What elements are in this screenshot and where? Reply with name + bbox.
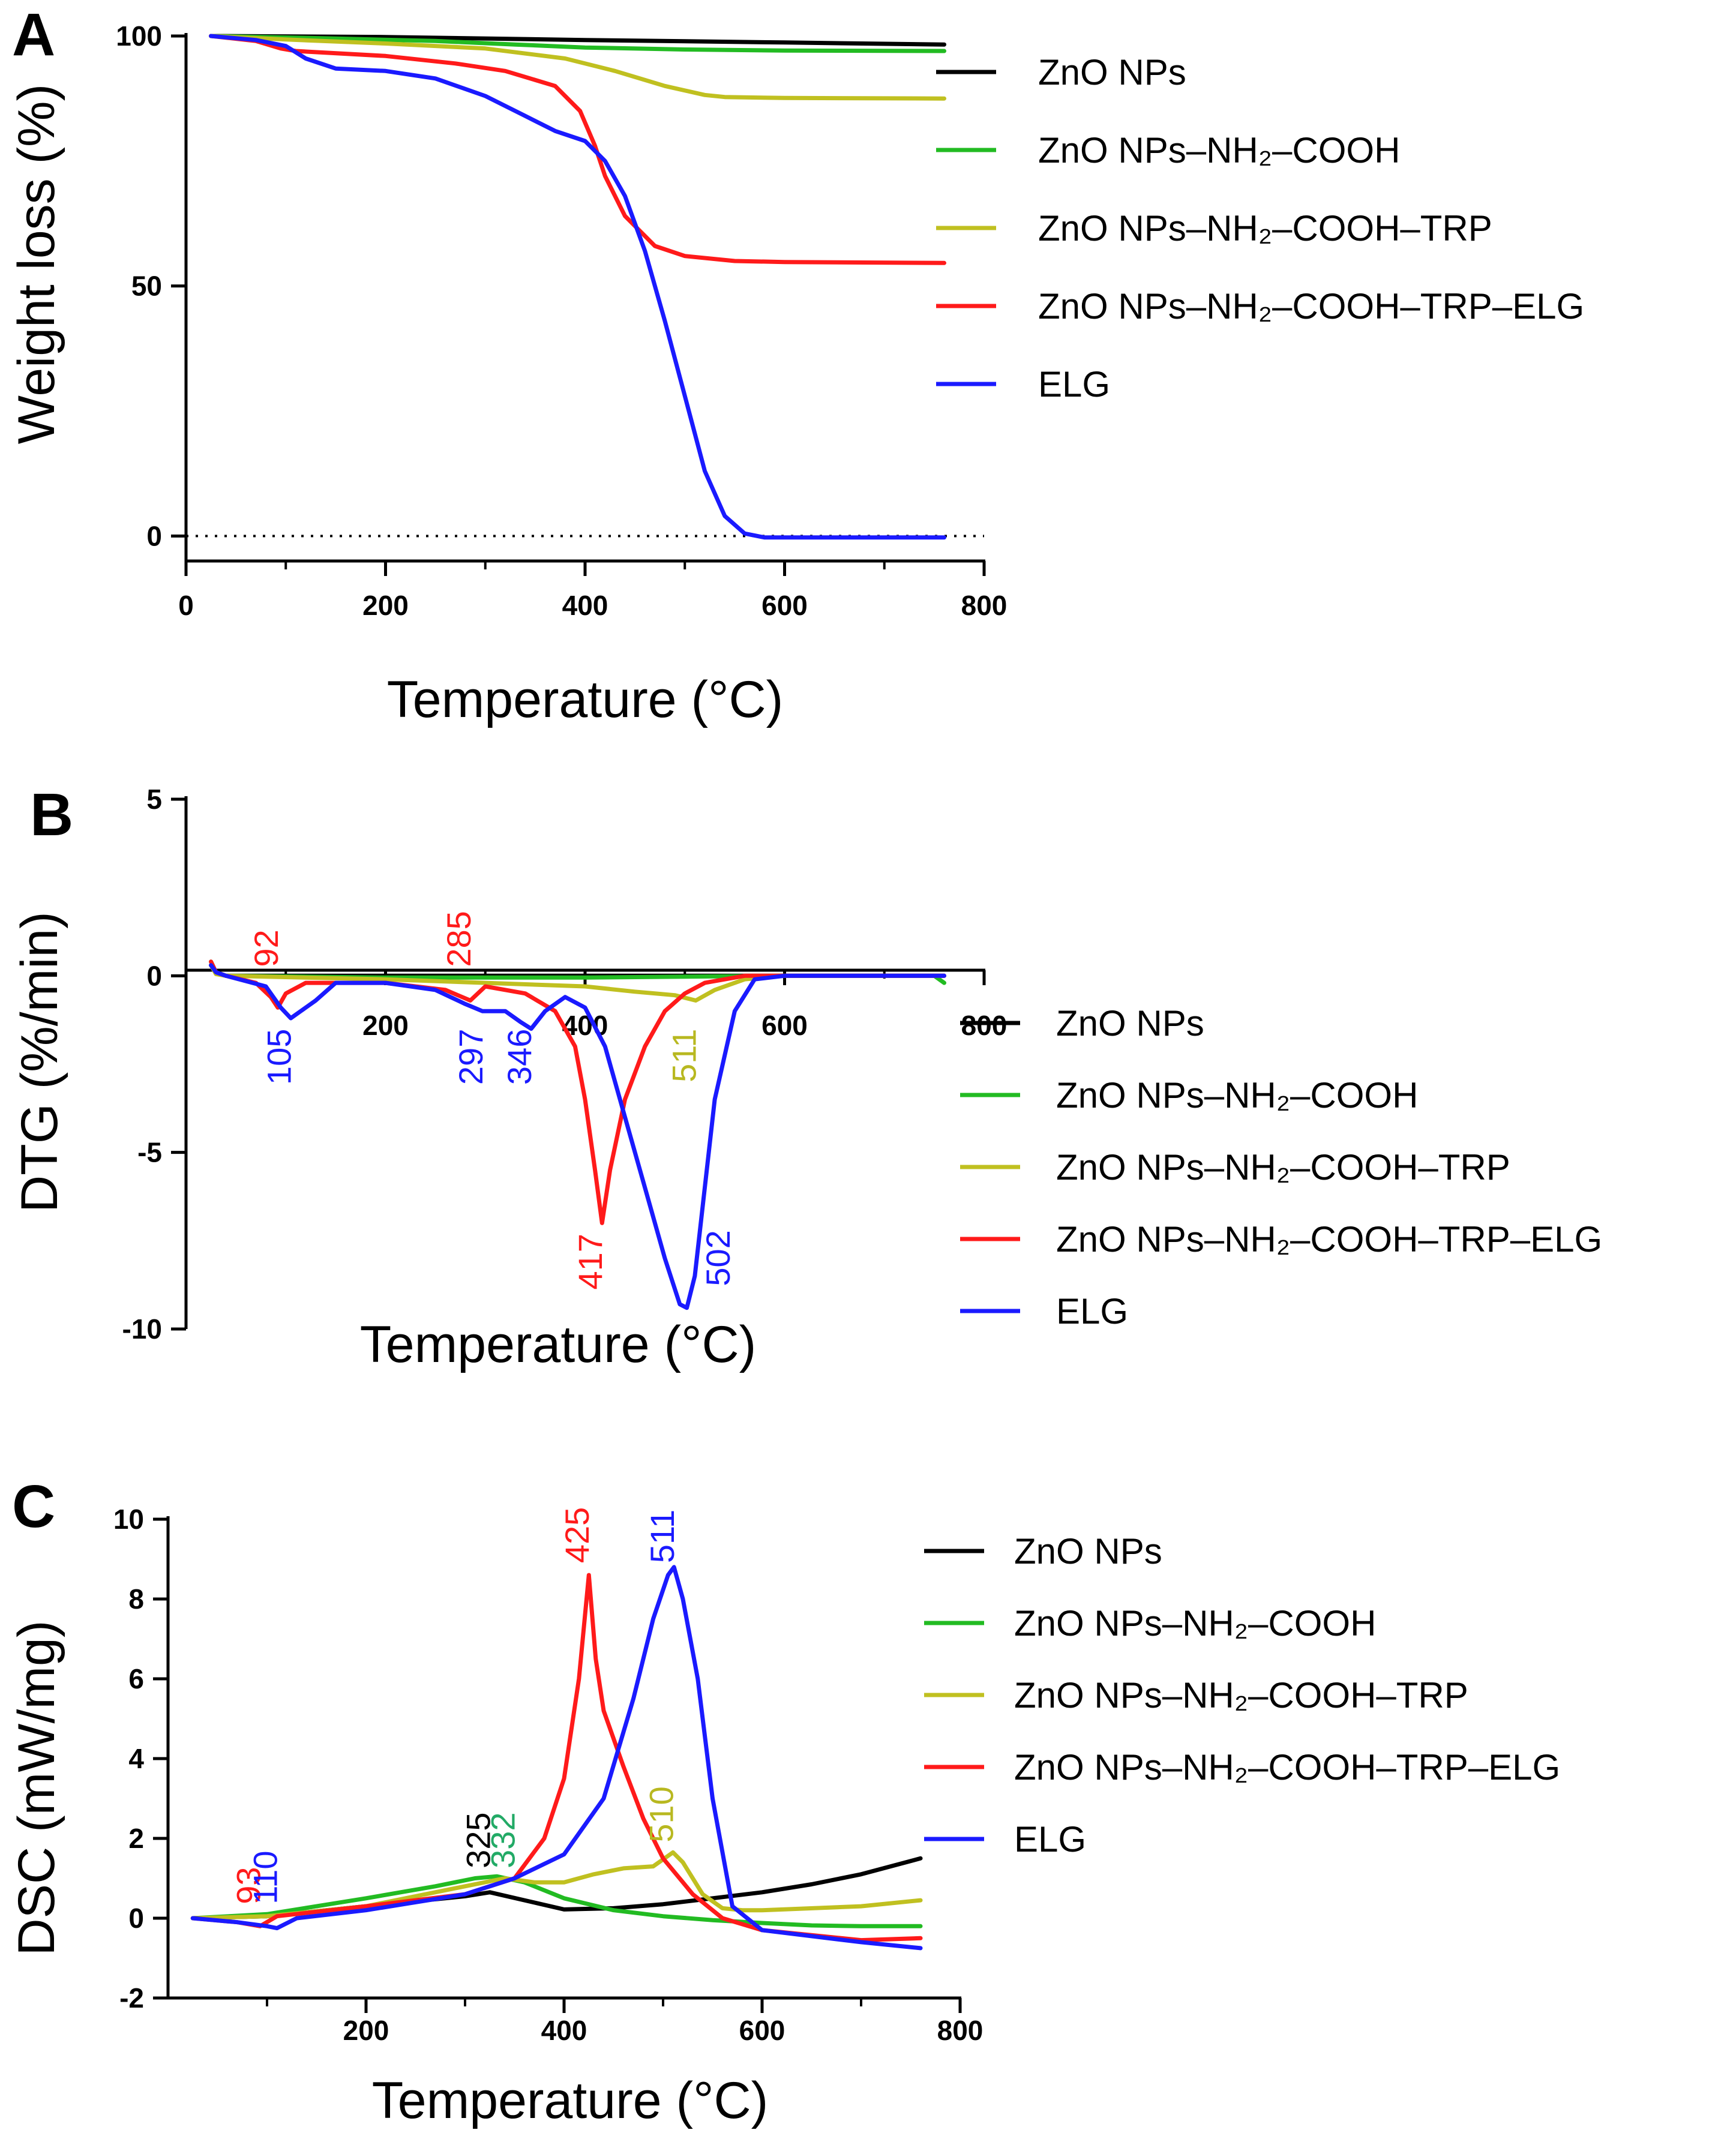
legend-label: ZnO NPs–NH₂–COOH xyxy=(1038,130,1400,170)
y-tick-label: 100 xyxy=(116,20,162,52)
panel-a-weight-loss-chart: 0 50 100 0 200 400 600 800 Weight loss (%) Temper… xyxy=(8,20,1584,728)
x-tick-label: 600 xyxy=(761,590,808,621)
y-axis-title: DSC (mW/mg) xyxy=(8,1621,65,1956)
x-tick-label: 800 xyxy=(961,590,1008,621)
x-tick-label: 600 xyxy=(761,1010,808,1041)
legend-label: ZnO NPs–NH₂–COOH xyxy=(1014,1603,1376,1643)
y-tick-label: 2 xyxy=(128,1823,144,1854)
x-tick-label: 400 xyxy=(562,590,608,621)
x-tick-label: 200 xyxy=(362,590,409,621)
legend-label: ZnO NPs–NH₂–COOH–TRP xyxy=(1056,1147,1510,1187)
peak-annotation: 325 xyxy=(459,1812,497,1868)
series-line-zno-nps-nh2-cooh-trp xyxy=(190,1850,923,1921)
peak-annotation: 332 xyxy=(484,1812,522,1868)
series-line-elg xyxy=(209,963,946,1310)
legend-label: ZnO NPs–NH₂–COOH–TRP–ELG xyxy=(1056,1219,1602,1259)
y-tick-label: 5 xyxy=(146,784,162,815)
peak-annotation: 110 xyxy=(247,1850,284,1904)
x-tick-label: 200 xyxy=(343,2015,389,2046)
y-tick-label: 6 xyxy=(128,1663,144,1694)
series-line-zno-nps-nh2-cooh xyxy=(190,1874,923,1928)
peak-annotation: 346 xyxy=(500,1029,538,1085)
series-line-zno-nps-nh2-cooh-trp xyxy=(209,34,946,101)
series-line-zno-nps-nh2-cooh-trp-elg xyxy=(190,1573,923,1943)
peak-annotation: 425 xyxy=(558,1507,596,1563)
y-tick-label: 8 xyxy=(128,1583,144,1615)
legend-label: ZnO NPs xyxy=(1014,1531,1162,1571)
legend-label: ZnO NPs–NH₂–COOH–TRP xyxy=(1014,1675,1468,1715)
legend-label: ELG xyxy=(1056,1291,1128,1331)
legend-label: ZnO NPs xyxy=(1038,52,1186,92)
legend-label: ELG xyxy=(1038,364,1110,404)
series-line-elg xyxy=(209,34,946,540)
x-tick-label: 800 xyxy=(937,2015,984,2046)
y-tick-label: -2 xyxy=(119,1982,144,2014)
legend-label: ZnO NPs xyxy=(1056,1003,1204,1043)
y-tick-label: -5 xyxy=(137,1137,162,1168)
y-axis-title: DTG (%/min) xyxy=(11,911,68,1213)
legend-label: ZnO NPs–NH₂–COOH–TRP–ELG xyxy=(1038,286,1584,326)
peak-annotation: 297 xyxy=(452,1029,490,1085)
peak-annotation: 511 xyxy=(665,1029,703,1082)
x-tick-label: 0 xyxy=(178,590,194,621)
peak-annotation: 417 xyxy=(571,1234,609,1289)
series-line-zno-nps-nh2-cooh-trp-elg xyxy=(209,959,946,1225)
panel-label-c: C xyxy=(12,1473,55,1540)
y-tick-label: 0 xyxy=(146,520,162,551)
x-axis-title: Temperature (°C) xyxy=(387,671,783,728)
series-line-zno-nps-nh2-cooh xyxy=(209,34,946,53)
peak-annotation: 93 xyxy=(229,1867,267,1904)
peak-annotation: 285 xyxy=(440,911,478,967)
peak-annotation: 511 xyxy=(643,1510,681,1563)
legend-label: ZnO NPs–NH₂–COOH–TRP–ELG xyxy=(1014,1747,1560,1787)
peak-annotation: 105 xyxy=(260,1029,298,1085)
peak-annotation: 510 xyxy=(643,1786,680,1842)
x-axis-title: Temperature (°C) xyxy=(360,1316,756,1373)
series-line-zno-nps-nh2-cooh-trp-elg xyxy=(209,34,946,265)
legend-label: ZnO NPs–NH₂–COOH xyxy=(1056,1075,1418,1115)
y-tick-label: 0 xyxy=(146,960,162,991)
y-tick-label: 0 xyxy=(128,1903,144,1934)
legend-label: ZnO NPs–NH₂–COOH–TRP xyxy=(1038,208,1492,248)
y-tick-label: 10 xyxy=(113,1504,144,1535)
y-tick-label: -10 xyxy=(122,1313,162,1345)
x-tick-label: 200 xyxy=(362,1010,409,1041)
panel-label-a: A xyxy=(12,1,55,68)
peak-annotation: 502 xyxy=(699,1230,737,1286)
legend-label: ELG xyxy=(1014,1819,1086,1859)
x-axis-title: Temperature (°C) xyxy=(372,2072,768,2129)
y-tick-label: 50 xyxy=(131,271,162,302)
series-line-elg xyxy=(190,1565,923,1951)
x-tick-label: 800 xyxy=(961,1010,1008,1041)
x-tick-label: 400 xyxy=(541,2015,587,2046)
y-axis-title: Weight loss (%) xyxy=(8,84,65,445)
y-tick-label: 4 xyxy=(128,1743,144,1774)
panel-c-dsc-chart: -2 0 2 4 6 8 10 200 400 600 800 DSC (mW/mg) Temperat… xyxy=(8,1504,1560,2129)
peak-annotation: 92 xyxy=(247,929,285,967)
panel-label-b: B xyxy=(30,781,73,848)
x-tick-label: 600 xyxy=(739,2015,785,2046)
